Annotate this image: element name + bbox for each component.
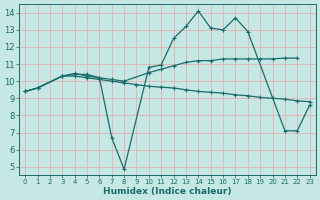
X-axis label: Humidex (Indice chaleur): Humidex (Indice chaleur) (103, 187, 232, 196)
